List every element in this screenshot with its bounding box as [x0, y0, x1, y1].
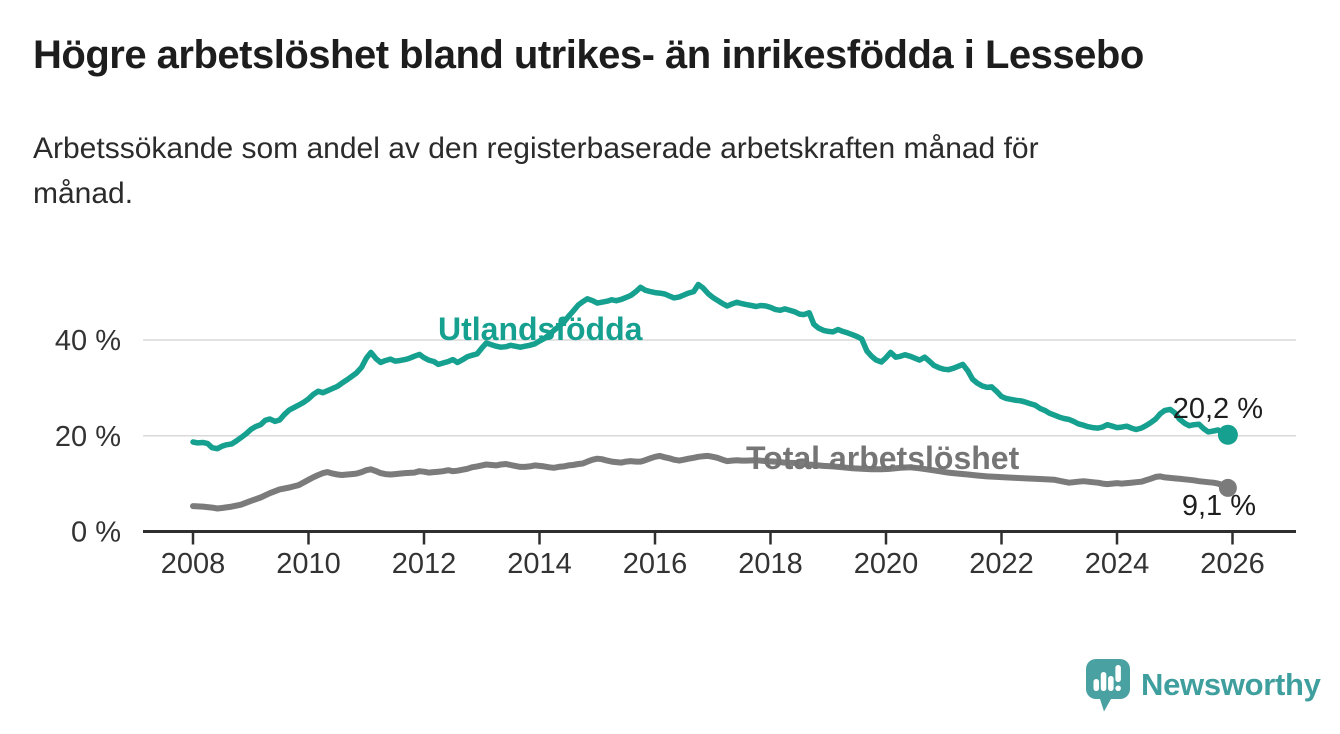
speech-bubble-shape [1086, 659, 1130, 712]
logo-exclamation-dot [1115, 685, 1121, 691]
series-line-total [190, 452, 1231, 512]
x-tick-label-2016: 2016 [623, 548, 688, 580]
x-tick-label-2026: 2026 [1200, 548, 1265, 580]
x-tick-label-2008: 2008 [161, 548, 226, 580]
bar-chart-speech-bubble-icon [1086, 659, 1130, 712]
end-value-label-utlandsfodda: 20,2 % [1172, 393, 1263, 425]
series-label-utlandsfodda: Utlandsfödda [438, 311, 643, 347]
series-end-dot-utlandsfodda [1217, 424, 1238, 445]
logo-bar-3 [1108, 676, 1114, 691]
subtitle-line-1: Arbetssökande som andel av den registerb… [33, 132, 1039, 165]
series-line-utlandsfodda [190, 281, 1231, 452]
x-tick-label-2014: 2014 [507, 548, 572, 580]
x-tick-label-2012: 2012 [392, 548, 457, 580]
x-tick-label-2022: 2022 [969, 548, 1034, 580]
brand-name: Newsworthy [1141, 667, 1321, 702]
page-title: Högre arbetslöshet bland utrikes- än inr… [33, 33, 1144, 77]
end-value-label-total: 9,1 % [1181, 490, 1256, 522]
y-tick-label-0pct: 0 % [71, 517, 121, 549]
x-tick-label-2010: 2010 [276, 548, 341, 580]
logo-exclamation-bar [1115, 665, 1121, 682]
x-tick-label-2024: 2024 [1085, 548, 1150, 580]
subtitle-line-2: månad. [33, 177, 134, 210]
series-label-total-arbetsloshet: Total arbetslöshet [746, 440, 1020, 476]
logo-bar-2 [1100, 672, 1107, 691]
page-subtitle: Arbetssökande som andel av den registerb… [33, 126, 1293, 216]
y-tick-label-20pct: 20 % [55, 421, 121, 453]
logo-bar-1 [1093, 679, 1099, 691]
x-tick-label-2018: 2018 [738, 548, 803, 580]
y-tick-label-40pct: 40 % [55, 325, 121, 357]
x-tick-label-2020: 2020 [854, 548, 919, 580]
series-end-dot-total [1218, 478, 1237, 497]
newsworthy-logo: Newsworthy [1086, 659, 1321, 712]
